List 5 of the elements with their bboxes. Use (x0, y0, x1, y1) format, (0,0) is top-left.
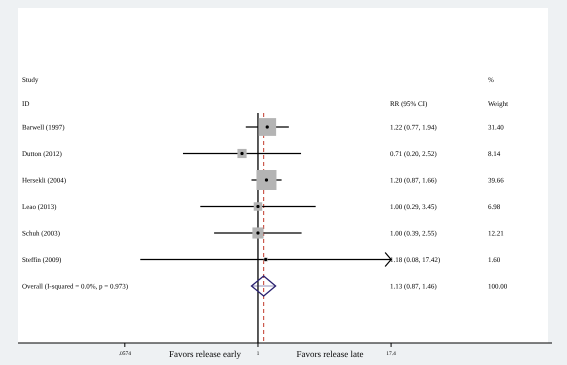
text: Favors release early (169, 349, 242, 359)
text: Favors release late (296, 349, 364, 359)
point (252, 227, 264, 239)
point (250, 275, 276, 297)
point (237, 148, 247, 158)
